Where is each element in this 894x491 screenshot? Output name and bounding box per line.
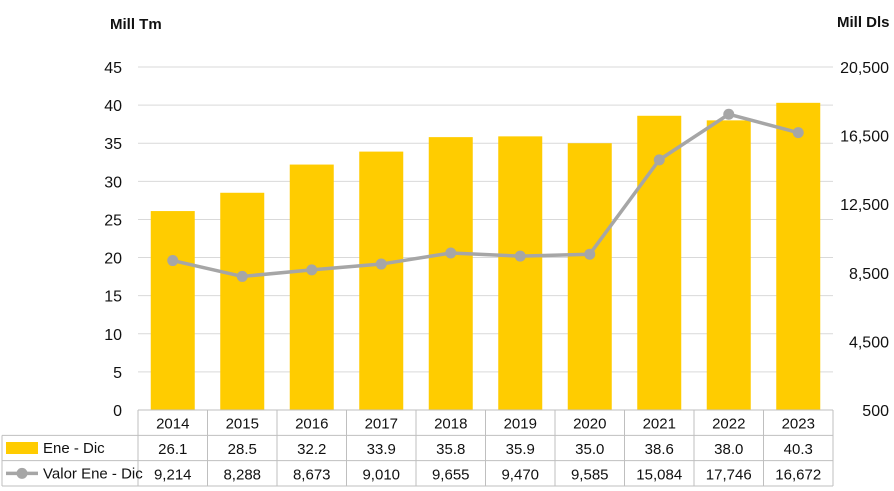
bar — [359, 151, 404, 410]
data-label: 28.5 — [228, 441, 257, 458]
bar — [567, 143, 612, 410]
data-label: 8,288 — [223, 466, 261, 483]
legend-label: Valor Ene - Dic — [43, 465, 143, 482]
data-label: 9,010 — [362, 466, 400, 483]
category-label: 2017 — [365, 416, 398, 433]
bar — [706, 120, 751, 410]
category-label: 2020 — [573, 416, 606, 433]
left-tick-label: 35 — [104, 136, 122, 153]
bar — [289, 164, 334, 410]
line-point — [653, 154, 665, 166]
bar — [220, 192, 265, 410]
category-label: 2014 — [156, 416, 189, 433]
line-point — [236, 270, 248, 282]
data-label: 38.0 — [714, 441, 743, 458]
data-label: 9,585 — [571, 466, 609, 483]
line-point — [514, 250, 526, 262]
data-label: 15,084 — [636, 466, 682, 483]
line-point — [167, 255, 179, 267]
data-label: 17,746 — [706, 466, 752, 483]
data-label: 38.6 — [645, 441, 674, 458]
right-tick-label: 16,500 — [840, 129, 889, 146]
data-label: 35.8 — [436, 441, 465, 458]
line-path — [172, 112, 799, 279]
bar — [428, 137, 473, 410]
data-label: 35.0 — [575, 441, 604, 458]
category-label: 2015 — [226, 416, 259, 433]
left-tick-label: 20 — [104, 251, 122, 268]
line-point — [584, 248, 596, 260]
data-label: 35.9 — [506, 441, 535, 458]
data-label: 32.2 — [297, 441, 326, 458]
data-label: 9,214 — [154, 466, 192, 483]
line-point — [375, 258, 387, 270]
data-label: 9,655 — [432, 466, 470, 483]
right-tick-label: 4,500 — [849, 334, 889, 351]
line-point — [445, 247, 457, 259]
line-point — [723, 108, 735, 120]
left-tick-label: 40 — [104, 98, 122, 115]
left-tick-label: 0 — [113, 403, 122, 420]
left-axis-ticks: 0 5 10 15 20 25 30 35 40 45 — [104, 60, 122, 420]
right-axis-ticks: 500 4,500 8,500 12,500 16,500 20,500 — [840, 60, 889, 420]
category-label: 2016 — [295, 416, 328, 433]
left-tick-label: 30 — [104, 174, 122, 191]
data-label: 33.9 — [367, 441, 396, 458]
line-point — [306, 264, 318, 276]
right-tick-label: 8,500 — [849, 266, 889, 283]
category-label: 2022 — [712, 416, 745, 433]
category-label: 2018 — [434, 416, 467, 433]
category-label: 2019 — [504, 416, 537, 433]
left-tick-label: 45 — [104, 60, 122, 77]
left-axis-unit: Mill Tm — [110, 16, 162, 33]
left-tick-label: 5 — [113, 365, 122, 382]
category-label: 2021 — [643, 416, 676, 433]
data-label: 16,672 — [775, 466, 821, 483]
category-label: 2023 — [782, 416, 815, 433]
line-series — [167, 108, 804, 282]
line-point — [792, 127, 804, 139]
data-label: 9,470 — [501, 466, 539, 483]
bar — [776, 102, 821, 410]
legend-key-bar — [6, 442, 38, 454]
right-tick-label: 12,500 — [840, 197, 889, 214]
bar — [498, 136, 543, 410]
data-label: 40.3 — [784, 441, 813, 458]
data-table: 2014 2015 2016 2017 2018 2019 2020 2021 2022 2023… — [1, 409, 834, 487]
right-axis-unit: Mill Dls — [837, 14, 890, 31]
right-tick-label: 500 — [862, 403, 889, 420]
bar-series — [150, 102, 821, 410]
legend-label: Ene - Dic — [43, 440, 105, 457]
right-tick-label: 20,500 — [840, 60, 889, 77]
bar — [150, 211, 195, 410]
left-tick-label: 25 — [104, 212, 122, 229]
left-tick-label: 10 — [104, 327, 122, 344]
legend-key-marker — [16, 467, 28, 479]
data-label: 8,673 — [293, 466, 331, 483]
left-tick-label: 15 — [104, 289, 122, 306]
data-label: 26.1 — [158, 441, 187, 458]
